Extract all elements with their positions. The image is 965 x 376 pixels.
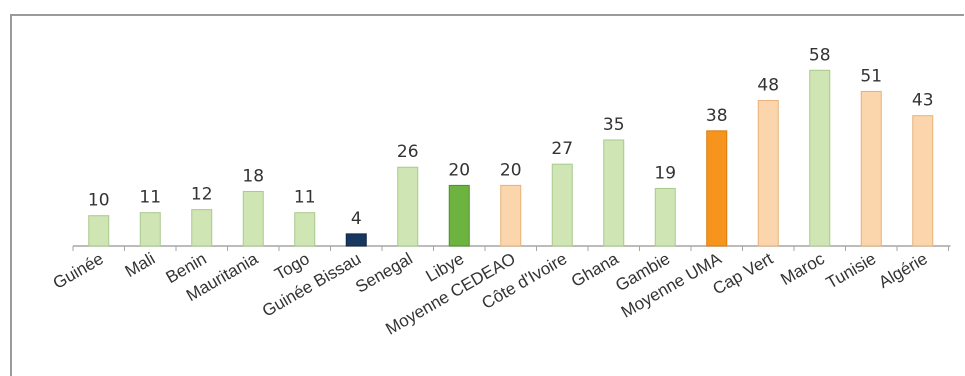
category-label: Cap Vert (709, 249, 776, 299)
category-label: Algérie (875, 249, 930, 292)
category-label: Ghana (568, 249, 622, 291)
data-label: 26 (397, 142, 419, 162)
category-label: Guinée Bissau (259, 249, 364, 321)
chart-frame (10, 14, 964, 376)
bar (242, 190, 264, 247)
bar (139, 212, 161, 247)
bar (551, 163, 573, 247)
bar (345, 233, 367, 247)
data-label: 20 (500, 160, 522, 180)
category-label: Senegal (352, 249, 416, 297)
data-label: 38 (706, 106, 728, 126)
category-label: Maroc (777, 249, 828, 289)
bar (757, 100, 779, 247)
data-label: 48 (757, 76, 779, 96)
bar (912, 115, 934, 247)
data-label: 10 (88, 191, 110, 211)
bar (448, 184, 470, 247)
bar (860, 90, 882, 247)
data-label: 51 (860, 66, 882, 86)
bar (809, 69, 831, 247)
bar (191, 209, 213, 247)
category-label: Mali (122, 249, 158, 281)
category-label: Tunisie (823, 249, 879, 293)
data-label: 58 (809, 45, 831, 65)
data-label: 12 (191, 185, 213, 205)
bar (88, 215, 110, 247)
data-label: 18 (242, 166, 264, 186)
bar (294, 212, 316, 247)
data-label: 43 (912, 91, 934, 111)
data-label: 20 (448, 160, 470, 180)
bar (500, 184, 522, 247)
data-label: 35 (603, 115, 625, 135)
data-label: 27 (551, 139, 573, 159)
data-label: 11 (294, 188, 316, 208)
data-label: 11 (139, 188, 161, 208)
data-label: 4 (351, 209, 362, 229)
bar (603, 139, 625, 247)
data-label: 19 (654, 163, 676, 183)
bar (654, 187, 676, 247)
bar (706, 130, 728, 247)
category-label: Guinée (50, 249, 107, 293)
bar (397, 166, 419, 247)
